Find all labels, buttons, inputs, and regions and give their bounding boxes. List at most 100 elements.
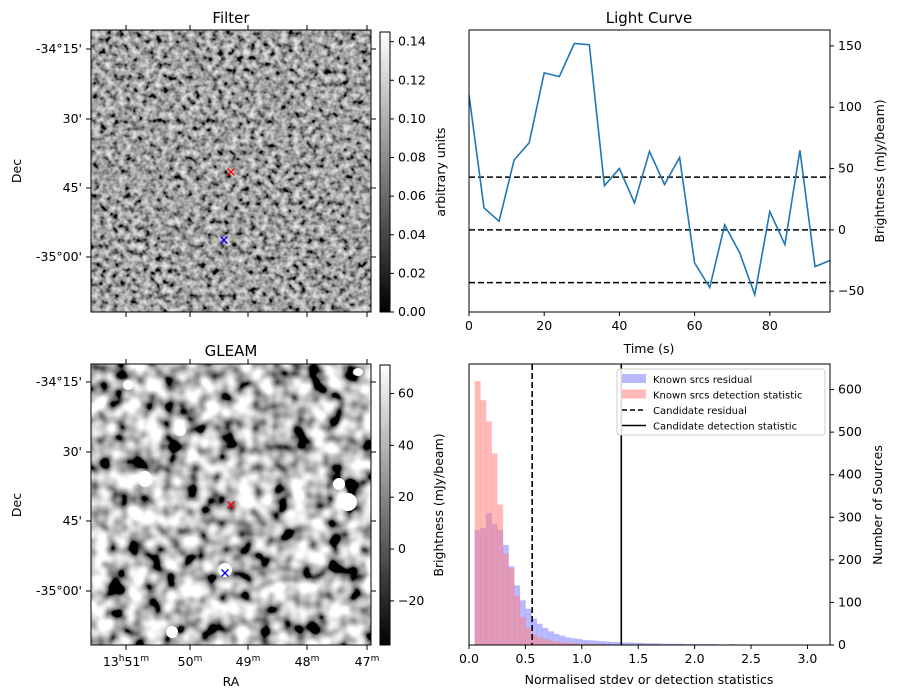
histogram-bar (536, 623, 543, 645)
colorbar-tick-label: 0.08 (398, 150, 426, 165)
dec-tick-label: -34°15' (36, 41, 82, 56)
colorbar-tick-label: 0.10 (398, 111, 426, 126)
histogram-bar (525, 627, 532, 645)
histogram-bar (632, 642, 639, 645)
dec-tick-label: 30' (63, 444, 82, 459)
x-tick-label: 80 (762, 318, 778, 333)
histogram-bar (660, 643, 667, 645)
candidate-marker-stroke (227, 168, 235, 176)
histogram-bar (531, 634, 537, 645)
gleam-axes-frame (90, 363, 372, 646)
colorbar-tick-label: 0.04 (398, 227, 426, 242)
histogram-y-ticks: 0 100 200 300 400 500 600 (830, 382, 862, 652)
histogram-bar (542, 627, 549, 645)
histogram-bar (542, 639, 549, 645)
ra-tick-label: 13h51m (103, 654, 149, 669)
histogram-bar (655, 643, 662, 645)
colorbar-tick-label: 0.06 (398, 188, 426, 203)
colorbar-tick-label: 0 (398, 541, 406, 556)
filter-image (91, 30, 371, 312)
gleam-markers (221, 501, 235, 577)
colorbar-tick-label: 0.14 (398, 34, 426, 49)
x-tick-label: 2.0 (685, 651, 705, 666)
y-tick-label: 100 (838, 594, 862, 609)
ra-minutes-unit: m (140, 654, 149, 664)
histogram-bar (531, 618, 537, 645)
histogram-bar (525, 608, 532, 645)
x-tick-label: 60 (687, 318, 703, 333)
filter-axes-frame (90, 29, 372, 313)
histogram-bar (610, 642, 616, 645)
gleam-panel: GLEAM -34°15'30'45'-35°00' 13h51m 50m 49m 4… (9, 342, 424, 689)
y-tick-label: 150 (838, 38, 862, 53)
x-tick-label: 0.5 (515, 651, 535, 666)
histogram-bar (536, 637, 543, 645)
light-curve-plot (469, 42, 830, 298)
colorbar-tick-label: 0.02 (398, 265, 426, 280)
ra-tick-label: 47m (355, 654, 380, 669)
histogram-plot (474, 364, 830, 645)
light-curve-line (469, 42, 830, 298)
gleam-colorbar-ticks: 60 40 20 0 −20 (390, 386, 424, 608)
histogram-bar (643, 643, 650, 645)
light-curve-xlabel: Time (s) (623, 341, 675, 356)
histogram-bar (480, 400, 487, 645)
colorbar-tick-label: 40 (398, 437, 414, 452)
ra-minutes: 51 (124, 654, 140, 669)
histogram-bar (485, 421, 492, 645)
histogram-bar (576, 643, 583, 645)
legend-swatch (622, 374, 646, 383)
known-source-marker (220, 236, 228, 244)
dec-tick-label: -35°00' (36, 249, 82, 264)
histogram-bar (581, 639, 588, 645)
histogram-bar (474, 381, 481, 645)
colorbar-tick-label: 20 (398, 489, 414, 504)
ra-minutes-unit: m (252, 654, 261, 664)
histogram-ylabel-left: Brightness (mJy/beam) (431, 433, 446, 576)
y-tick-label: 0 (838, 637, 846, 652)
y-tick-label: 600 (838, 382, 862, 397)
light-curve-title: Light Curve (606, 9, 692, 27)
x-tick-label: 20 (536, 318, 552, 333)
ra-tick-label: 50m (178, 654, 203, 669)
histogram-bar (553, 633, 560, 645)
y-tick-label: 500 (838, 424, 862, 439)
light-curve-x-ticks: 0 20 40 60 80 (465, 312, 778, 333)
ra-minutes-unit: m (371, 654, 380, 664)
colorbar-tick-label: 60 (398, 386, 414, 401)
ra-minutes: 50 (178, 654, 194, 669)
light-curve-ylabel: Brightness (mJy/beam) (872, 99, 887, 242)
histogram-legend: Known srcs residual Known srcs detection … (616, 368, 826, 436)
histogram-bar (547, 631, 554, 645)
dec-tick-label: -35°00' (36, 583, 82, 598)
histogram-bar (581, 643, 588, 645)
legend-label: Candidate detection statistic (653, 422, 797, 433)
histogram-bar (559, 642, 566, 645)
histogram-bar (514, 596, 521, 645)
histogram-bar (604, 641, 611, 645)
histogram-bar (587, 640, 594, 645)
ra-minutes-unit: m (311, 654, 320, 664)
legend-label: Candidate residual (653, 406, 747, 417)
histogram-bar (672, 643, 679, 645)
ra-tick-label: 48m (295, 654, 320, 669)
gleam-title: GLEAM (205, 342, 258, 360)
gleam-xlabel: RA (223, 674, 240, 689)
known-source-marker-stroke (221, 569, 229, 577)
gleam-bright-sources (123, 368, 363, 638)
x-tick-label: 1.5 (628, 651, 648, 666)
x-tick-label: 2.5 (741, 651, 761, 666)
histogram-bar (564, 642, 571, 645)
light-curve-y-ticks: −50 0 50 100 150 (830, 38, 864, 298)
known-source-marker (221, 569, 229, 577)
filter-colorbar-ticks: 0.00 0.02 0.04 0.06 0.08 0.10 0.12 0.14 (390, 34, 426, 319)
x-tick-label: 0.0 (459, 651, 479, 666)
ra-minutes-unit: m (194, 654, 203, 664)
dec-tick-label: 45' (63, 180, 82, 195)
y-tick-label: 0 (838, 222, 846, 237)
colorbar-tick-label: 0.00 (398, 304, 426, 319)
histogram-panel: 0.0 0.5 1.0 1.5 2.0 2.5 3.0 0 100 200 300 400 500 60… (431, 363, 885, 687)
x-tick-label: 40 (611, 318, 627, 333)
gleam-ra-ticks: 13h51m 50m 49m 48m 47m (103, 359, 380, 669)
